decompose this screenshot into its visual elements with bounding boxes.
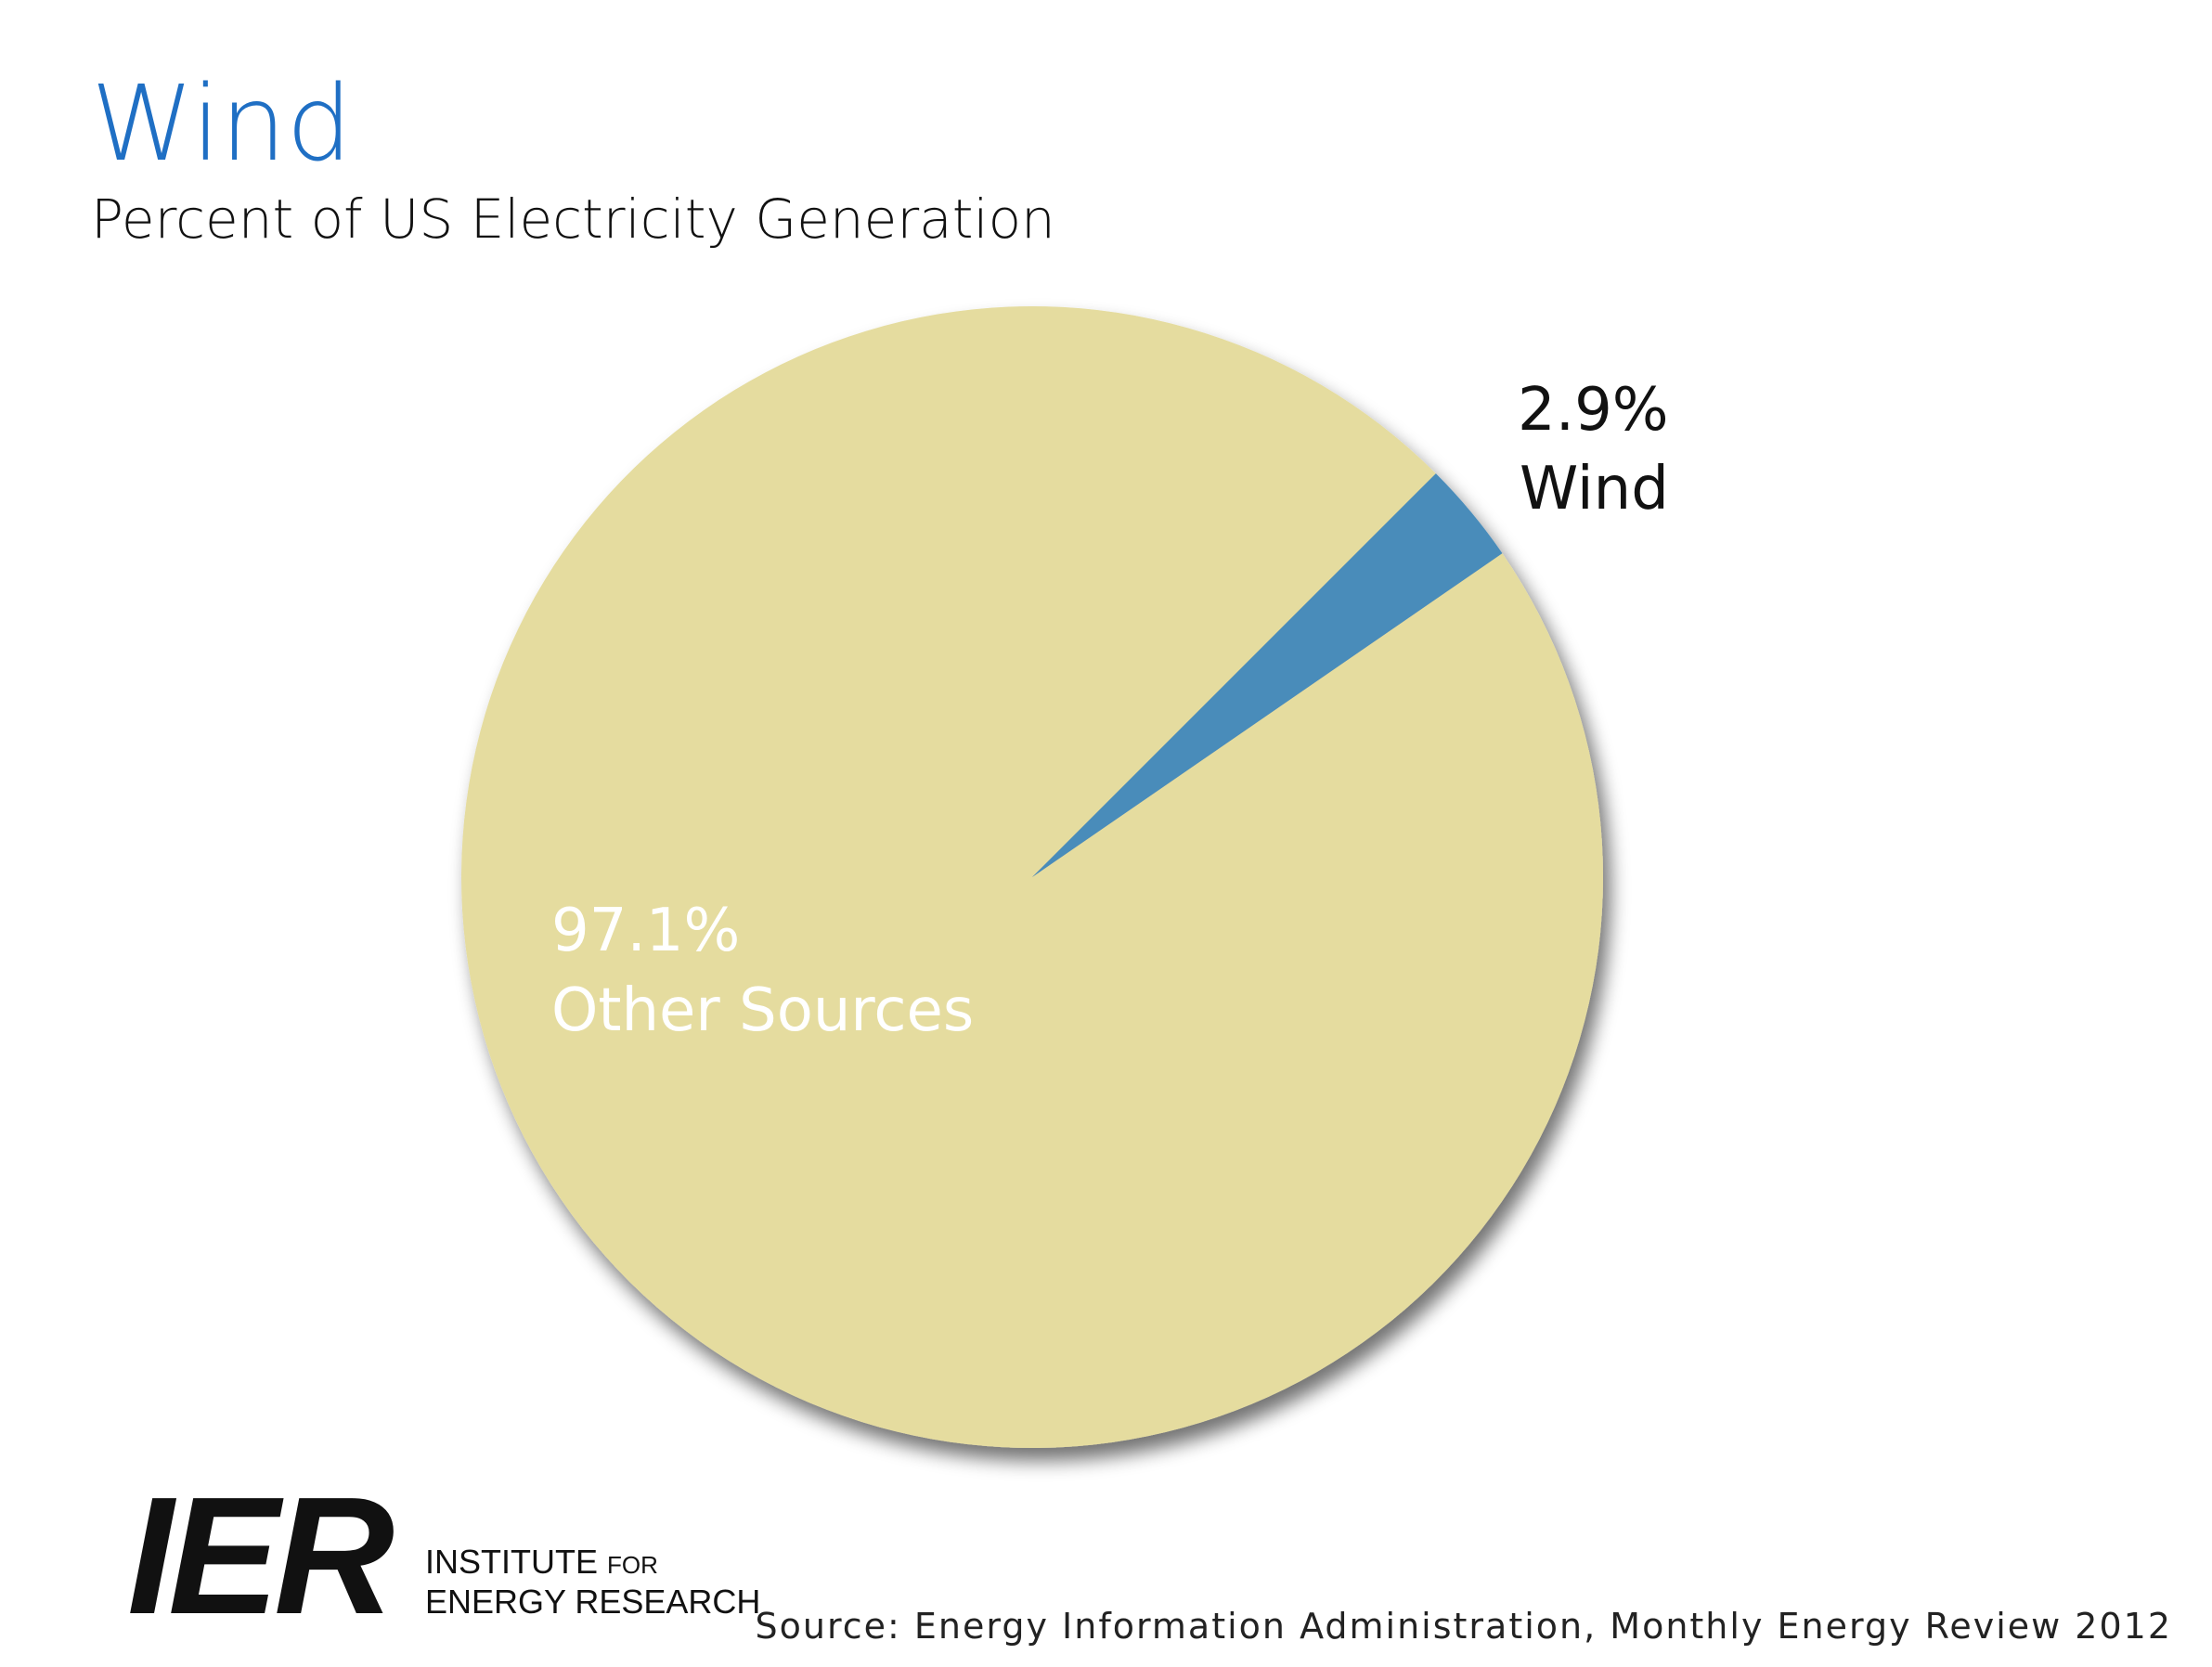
logo-text: INSTITUTE FOR xyxy=(425,1543,658,1581)
source-note: Source: Energy Information Administratio… xyxy=(756,1606,2172,1647)
logo-mark: IER xyxy=(127,1463,394,1649)
pie xyxy=(460,305,1604,1448)
logo-text: FOR xyxy=(607,1551,658,1579)
logo-text: ENERGY RESEARCH xyxy=(425,1583,760,1621)
slice-label: Wind xyxy=(1520,455,1669,523)
slice-value-label: 97.1% xyxy=(551,897,740,965)
pie-slice xyxy=(460,305,1604,1448)
slice-label: Other Sources xyxy=(551,976,974,1045)
logo-text: INSTITUTE xyxy=(425,1543,598,1581)
slice-value-label: 2.9% xyxy=(1518,376,1669,445)
pie-slice xyxy=(1032,473,1503,877)
logo: IER INSTITUTE FOR ENERGY RESEARCH xyxy=(127,1463,760,1649)
chart-subtitle: Percent of US Electricity Generation xyxy=(91,187,1055,251)
chart-title: Wind xyxy=(91,64,352,185)
